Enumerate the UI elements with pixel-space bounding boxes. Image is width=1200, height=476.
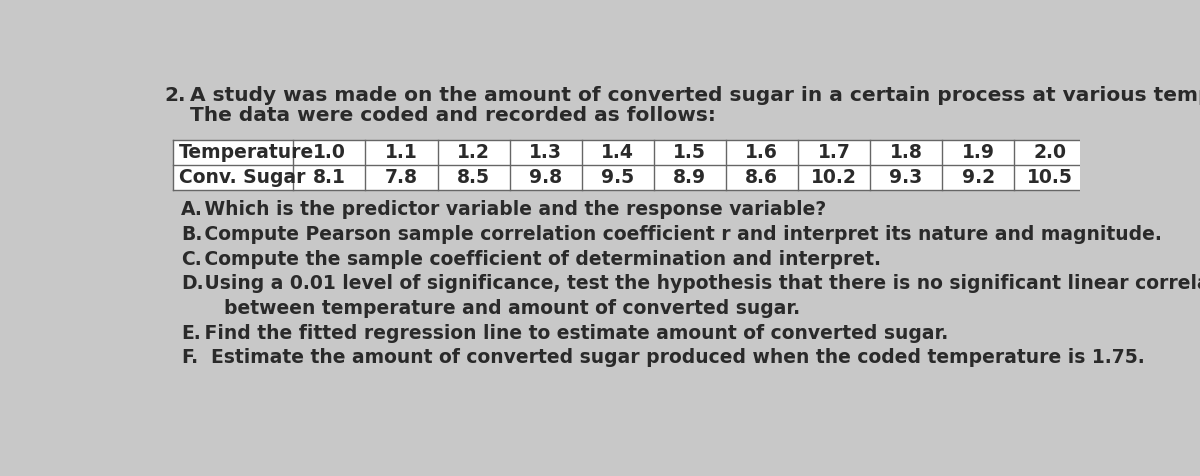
Text: between temperature and amount of converted sugar.: between temperature and amount of conver… [198,299,800,318]
Text: 9.5: 9.5 [601,168,635,187]
Text: 1.0: 1.0 [313,143,346,162]
Text: F.: F. [181,348,198,367]
Text: E.: E. [181,324,200,343]
Text: 2.: 2. [164,86,186,105]
Text: The data were coded and recorded as follows:: The data were coded and recorded as foll… [191,107,716,125]
Text: 1.7: 1.7 [817,143,851,162]
Text: Compute Pearson sample correlation coefficient r and interpret its nature and ma: Compute Pearson sample correlation coeff… [198,225,1162,244]
Text: 1.3: 1.3 [529,143,562,162]
Text: 1.6: 1.6 [745,143,779,162]
Text: 9.8: 9.8 [529,168,563,187]
Text: Find the fitted regression line to estimate amount of converted sugar.: Find the fitted regression line to estim… [198,324,948,343]
Text: Using a 0.01 level of significance, test the hypothesis that there is no signifi: Using a 0.01 level of significance, test… [198,274,1200,293]
Text: 9.3: 9.3 [889,168,923,187]
Text: 1.5: 1.5 [673,143,707,162]
Bar [173,140,1086,189]
Text: Which is the predictor variable and the response variable?: Which is the predictor variable and the … [198,200,827,219]
Text: 2.0: 2.0 [1033,143,1067,162]
Text: 8.5: 8.5 [457,168,490,187]
Text: 1.2: 1.2 [457,143,490,162]
Text: 7.8: 7.8 [385,168,418,187]
Text: D.: D. [181,274,204,293]
Text: 10.2: 10.2 [811,168,857,187]
Text: 1.9: 1.9 [961,143,995,162]
Text: B.: B. [181,225,203,244]
Text: 10.5: 10.5 [1027,168,1073,187]
Text: 8.1: 8.1 [313,168,346,187]
Text: C.: C. [181,249,202,268]
Text: Estimate the amount of converted sugar produced when the coded temperature is 1.: Estimate the amount of converted sugar p… [198,348,1145,367]
Text: 9.2: 9.2 [961,168,995,187]
Text: 8.6: 8.6 [745,168,779,187]
Text: Temperature: Temperature [179,143,314,162]
Text: 1.1: 1.1 [385,143,418,162]
Text: Conv. Sugar: Conv. Sugar [179,168,305,187]
Text: 1.8: 1.8 [889,143,923,162]
Text: 1.4: 1.4 [601,143,634,162]
Text: A study was made on the amount of converted sugar in a certain process at variou: A study was made on the amount of conver… [191,86,1200,105]
Text: Compute the sample coefficient of determination and interpret.: Compute the sample coefficient of determ… [198,249,881,268]
Text: 8.9: 8.9 [673,168,707,187]
Text: A.: A. [181,200,203,219]
